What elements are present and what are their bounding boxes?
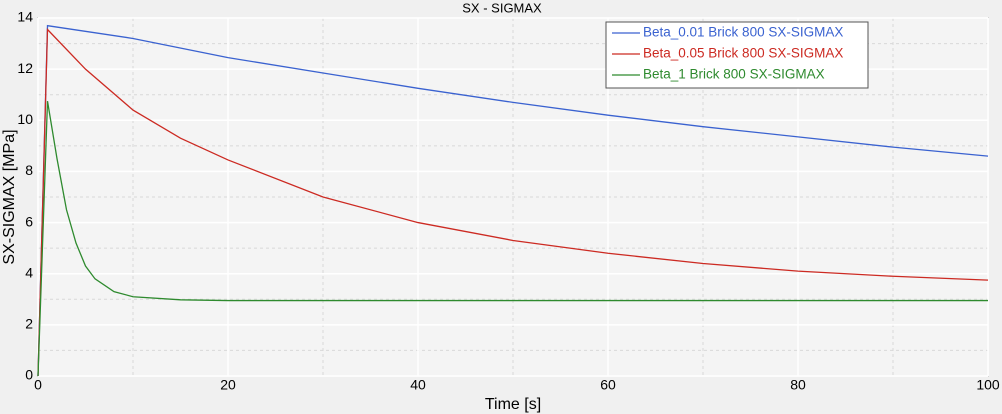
x-axis-label: Time [s] (485, 396, 541, 413)
legend-label: Beta_1 Brick 800 SX-SIGMAX (643, 67, 825, 82)
x-tick-label: 60 (600, 377, 616, 393)
x-tick-label: 40 (410, 377, 426, 393)
y-axis-label: SX-SIGMAX [MPa] (1, 129, 18, 264)
y-tick-label: 8 (25, 162, 33, 178)
legend-label: Beta_0.01 Brick 800 SX-SIGMAX (643, 25, 843, 40)
x-tick-label: 100 (976, 377, 1000, 393)
y-tick-label: 0 (25, 367, 33, 383)
series-line (37, 101, 988, 377)
series-line (37, 24, 989, 377)
y-tick-label: 4 (25, 264, 33, 280)
y-tick-label: 10 (17, 111, 33, 127)
legend-label: Beta_0.05 Brick 800 SX-SIGMAX (643, 46, 843, 61)
x-tick-label: 20 (220, 377, 236, 393)
y-tick-label: 2 (25, 316, 33, 332)
series-line (37, 27, 989, 377)
y-tick-label: 12 (17, 60, 33, 76)
x-tick-label: 0 (34, 377, 42, 393)
legend (605, 21, 869, 89)
x-tick-label: 80 (790, 377, 806, 393)
y-tick-label: 14 (17, 9, 33, 25)
y-tick-label: 6 (25, 213, 33, 229)
chart-title: SX - SIGMAX (462, 0, 542, 15)
